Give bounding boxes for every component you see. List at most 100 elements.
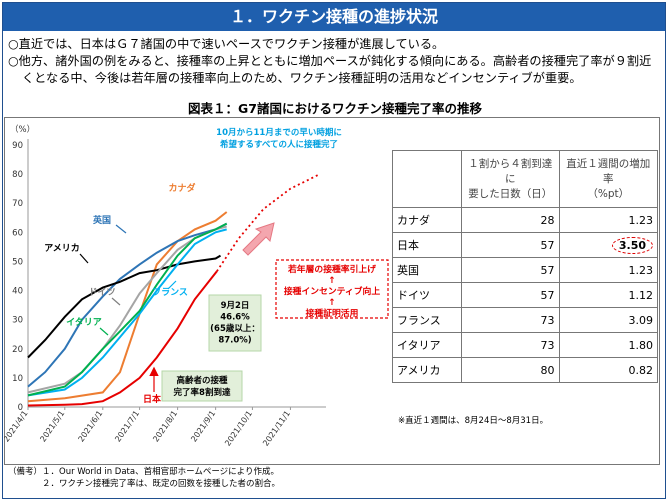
x-tick-label: 2021/7/1 — [113, 409, 141, 444]
footer-note-1: （備考）１．Our World in Data、首相官邸ホームページにより作成。 — [8, 467, 279, 477]
label-pointer — [167, 280, 177, 290]
y-tick-label: 0 — [18, 403, 23, 413]
measures-box — [275, 259, 389, 319]
footer-note-2: ２．ワクチン接種完了率は、既定の回数を接種した者の割合。 — [8, 479, 281, 489]
series-label: ドイツ — [88, 287, 115, 298]
elderly-callout-box — [161, 370, 243, 402]
table-cell-country: 英国 — [392, 257, 462, 283]
table-row: ドイツ 57 1.12 — [392, 282, 658, 308]
series-label: 英国 — [92, 214, 111, 226]
early-hope-note-line1: 10月から11月までの早い時期に — [216, 127, 342, 138]
sept2-callout-box — [208, 294, 262, 352]
table-cell-days: 57 — [461, 282, 560, 308]
chart-title: 図表１：G7諸国におけるワクチン接種完了率の推移 — [188, 101, 482, 116]
series-label: カナダ — [168, 182, 195, 194]
x-tick-label: 2021/4/1 — [4, 409, 30, 444]
sept2-text: 9月2日 — [221, 301, 250, 311]
series-line — [27, 222, 228, 388]
series-line — [27, 254, 222, 359]
label-pointer — [115, 224, 127, 234]
early-hope-note-line2: 希望するすべての人に接種完了 — [220, 139, 338, 150]
label-pointer — [111, 297, 121, 306]
y-tick-label: 10 — [12, 374, 23, 384]
table-cell-country: 日本 — [392, 232, 462, 258]
table-cell-country: カナダ — [392, 207, 462, 233]
series-label: アメリカ — [44, 243, 80, 254]
table-cell-country: アメリカ — [392, 357, 462, 383]
table-cell-rate: 0.82 — [558, 357, 658, 383]
table-cell-country: ドイツ — [392, 282, 462, 308]
table-cell-rate: 3.50 — [558, 232, 658, 258]
sept2-text: 87.0%) — [218, 336, 251, 346]
elderly-text: 完了率8割到達 — [174, 387, 231, 398]
series-line — [27, 228, 227, 397]
measures-text: 若年層の接種率引上げ — [287, 263, 376, 275]
y-tick-label: 40 — [12, 287, 23, 297]
series-line — [27, 222, 228, 397]
summary-bullets: ○直近では、日本はＧ７諸国の中で速いペースでワクチン接種が進展している。 ○他方… — [8, 36, 663, 87]
table-note: ※直近１週間は、8月24日～8月31日。 — [398, 416, 549, 426]
chart-panel — [4, 117, 660, 465]
table-cell-days: 28 — [461, 207, 560, 233]
table-row: 英国 57 1.23 — [392, 257, 658, 283]
table-header-country — [392, 150, 462, 208]
label-pointer — [99, 327, 109, 336]
elderly-text: 高齢者の接種 — [176, 375, 228, 386]
highlighted-value: 3.50 — [611, 236, 653, 254]
table-cell-rate: 3.09 — [558, 307, 658, 333]
measures-text: ↑ — [328, 276, 335, 286]
table-cell-days: 73 — [461, 307, 560, 333]
label-pointer — [79, 253, 89, 264]
x-tick-label: 2021/10/1 — [223, 409, 254, 448]
measures-text: ↑ — [328, 298, 335, 308]
series-label: 日本 — [143, 393, 162, 405]
rate-table: １割から４割到達に 要した日数（日） 直近１週間の増加率 （%pt） カナダ 28 1.… — [392, 150, 658, 383]
table-cell-country: イタリア — [392, 332, 462, 358]
table-cell-days: 80 — [461, 357, 560, 383]
y-tick-label: 80 — [12, 170, 23, 180]
table-cell-rate: 1.12 — [558, 282, 658, 308]
table-row: カナダ 28 1.23 — [392, 207, 658, 233]
measures-text: 接種証明活用 — [306, 307, 359, 319]
table-cell-rate: 1.23 — [558, 257, 658, 283]
table-row: イタリア 73 1.80 — [392, 332, 658, 358]
series-label: フランス — [152, 287, 188, 298]
table-row: フランス 73 3.09 — [392, 307, 658, 333]
x-tick-label: 2021/6/1 — [76, 409, 104, 444]
series-line — [27, 211, 228, 403]
table-cell-days: 57 — [461, 232, 560, 258]
table-cell-days: 73 — [461, 332, 560, 358]
table-cell-days: 57 — [461, 257, 560, 283]
table-row: 日本 57 3.50 — [392, 232, 658, 258]
table-header-rate: 直近１週間の増加率 （%pt） — [558, 150, 658, 208]
bullet-1: ○直近では、日本はＧ７諸国の中で速いペースでワクチン接種が進展している。 — [8, 37, 445, 51]
table-cell-country: フランス — [392, 307, 462, 333]
series-label: イタリア — [66, 316, 102, 328]
vaccination-line-chart: （%） 0 10 20 30 40 50 60 70 80 90 2021/4/1 2021/5/1 20… — [4, 124, 389, 448]
y-tick-label: 70 — [12, 199, 23, 209]
page-title: １．ワクチン接種の進捗状況 — [3, 3, 665, 31]
y-tick-label: 60 — [12, 228, 23, 238]
table-row: アメリカ 80 0.82 — [392, 357, 658, 383]
trend-arrow — [242, 222, 275, 256]
x-tick-label: 2021/9/1 — [189, 409, 217, 444]
x-tick-label: 2021/11/1 — [261, 409, 292, 448]
sept2-text: (65歳以上： — [210, 323, 260, 334]
series-line-japan-projection — [216, 173, 321, 272]
table-cell-rate: 1.23 — [558, 207, 658, 233]
y-axis-unit: （%） — [10, 124, 35, 135]
bullet-2: ○他方、諸外国の例をみると、接種率の上昇とともに増加ペースが鈍化する傾向にある。… — [8, 54, 652, 85]
x-tick-label: 2021/5/1 — [38, 409, 66, 444]
y-tick-label: 20 — [12, 345, 23, 355]
table-header-days: １割から４割到達に 要した日数（日） — [461, 150, 560, 208]
measures-text: 接種インセンティブ向上 — [284, 285, 380, 297]
y-tick-label: 90 — [12, 141, 23, 151]
table-header-row: １割から４割到達に 要した日数（日） 直近１週間の増加率 （%pt） — [392, 150, 658, 208]
y-tick-label: 30 — [12, 316, 23, 326]
sept2-text: 46.6% — [220, 313, 250, 323]
y-tick-label: 50 — [12, 257, 23, 267]
x-tick-label: 2021/8/1 — [151, 409, 179, 444]
series-line — [27, 270, 218, 407]
footer-notes: （備考）１．Our World in Data、首相官邸ホームページにより作成。… — [8, 466, 280, 490]
